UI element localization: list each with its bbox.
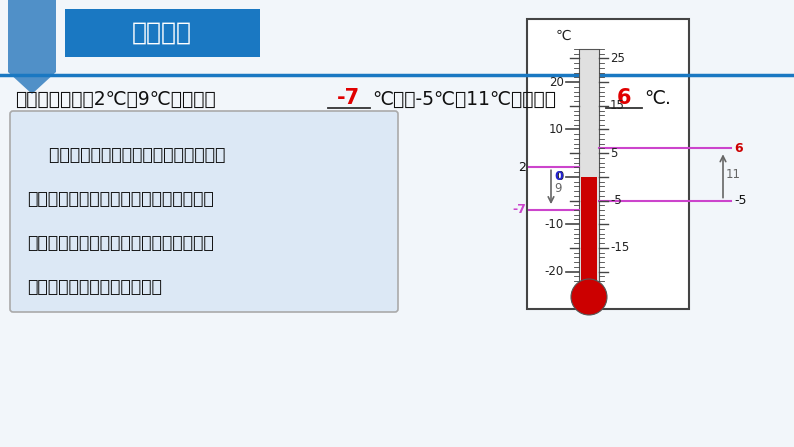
Text: 5: 5 bbox=[610, 147, 618, 160]
Text: 6: 6 bbox=[734, 142, 742, 155]
Text: 11: 11 bbox=[726, 168, 741, 181]
Bar bbox=[527, 19, 689, 309]
Text: 10: 10 bbox=[549, 123, 564, 136]
Bar bbox=[581, 177, 597, 281]
Text: 温度计上每个刻度值都对应一个温度，: 温度计上每个刻度值都对应一个温度， bbox=[27, 146, 225, 164]
Bar bbox=[8, 0, 56, 72]
Text: 那么，我们能不能像温度计表示温度这样: 那么，我们能不能像温度计表示温度这样 bbox=[27, 190, 214, 208]
Text: 6: 6 bbox=[617, 88, 631, 108]
FancyBboxPatch shape bbox=[10, 111, 398, 312]
Text: 20: 20 bbox=[549, 76, 564, 89]
Text: ℃.: ℃. bbox=[644, 89, 671, 109]
Text: ℃: ℃ bbox=[555, 29, 571, 43]
Text: 25: 25 bbox=[610, 52, 625, 65]
Polygon shape bbox=[8, 72, 56, 94]
Text: 9: 9 bbox=[554, 182, 561, 195]
Bar bbox=[65, 9, 260, 57]
Text: -10: -10 bbox=[545, 218, 564, 231]
Text: -7: -7 bbox=[512, 203, 526, 216]
Bar bbox=[579, 49, 599, 281]
Text: 自学任务二：比2℃低9℃的温度是: 自学任务二：比2℃低9℃的温度是 bbox=[15, 89, 216, 109]
Text: 15: 15 bbox=[610, 99, 625, 112]
Text: 把所有的有理数用一个图形表示出来呢？: 把所有的有理数用一个图形表示出来呢？ bbox=[27, 234, 214, 252]
Text: 0: 0 bbox=[557, 170, 564, 183]
Circle shape bbox=[571, 279, 607, 315]
Text: 2: 2 bbox=[518, 161, 526, 174]
Text: -5: -5 bbox=[734, 194, 746, 207]
Text: -15: -15 bbox=[610, 241, 630, 254]
Text: -5: -5 bbox=[610, 194, 622, 207]
Text: -7: -7 bbox=[337, 88, 360, 108]
Text: 0: 0 bbox=[554, 170, 563, 183]
Text: 自学导航: 自学导航 bbox=[132, 21, 192, 45]
Text: 如果能，这个图形该怎么画？: 如果能，这个图形该怎么画？ bbox=[27, 278, 162, 296]
Text: ℃，比-5℃高11℃的温度是: ℃，比-5℃高11℃的温度是 bbox=[372, 89, 556, 109]
Text: -20: -20 bbox=[545, 265, 564, 278]
